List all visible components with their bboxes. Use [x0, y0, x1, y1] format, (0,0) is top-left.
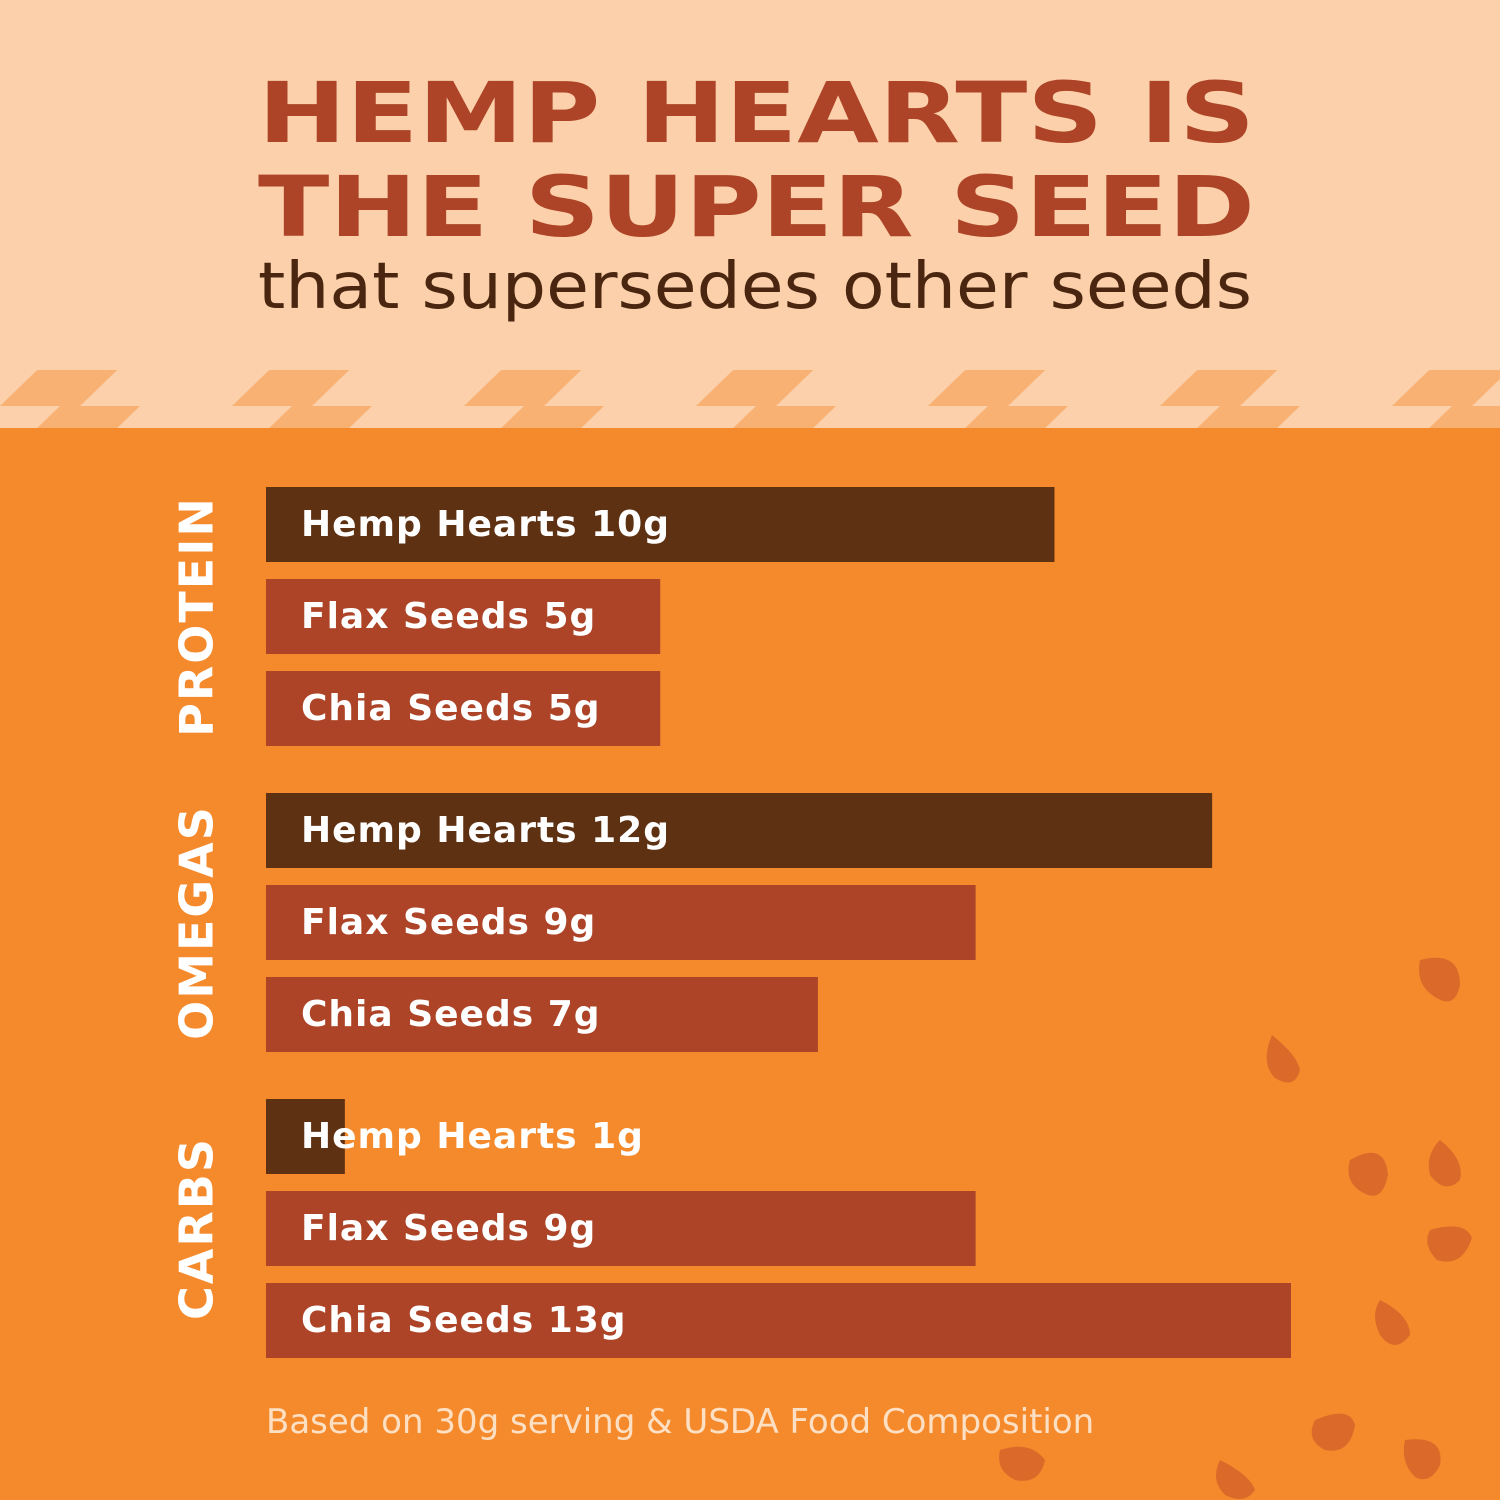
title-line: HEMP HEARTS IS — [258, 64, 1255, 162]
bar — [266, 487, 1055, 562]
bar — [266, 977, 818, 1052]
bar-label: Hemp Hearts 1g — [301, 1116, 644, 1157]
group-label: CARBS — [170, 1137, 224, 1320]
bar-label: Flax Seeds 9g — [301, 1208, 596, 1249]
group-label: PROTEIN — [170, 496, 224, 737]
bar — [266, 1191, 976, 1266]
bar — [266, 1283, 1291, 1358]
subtitle: that supersedes other seeds — [258, 250, 1252, 324]
footnote: Based on 30g serving & USDA Food Composi… — [266, 1402, 1094, 1442]
bar-label: Chia Seeds 13g — [301, 1300, 627, 1341]
title-line: THE SUPER SEED — [258, 158, 1255, 256]
bar — [266, 579, 661, 654]
bar-label: Hemp Hearts 12g — [301, 810, 670, 851]
bar-label: Chia Seeds 7g — [301, 994, 601, 1035]
bar-label: Hemp Hearts 10g — [301, 504, 670, 545]
seed-decor — [999, 957, 1472, 1499]
group-label: OMEGAS — [170, 805, 224, 1040]
bar — [266, 793, 1213, 868]
bar — [266, 1099, 345, 1174]
stripe-band — [0, 370, 1500, 430]
bar-label: Flax Seeds 9g — [301, 902, 596, 943]
bar-label: Chia Seeds 5g — [301, 688, 601, 729]
bar — [266, 885, 976, 960]
bar-label: Flax Seeds 5g — [301, 596, 596, 637]
header-bg — [0, 0, 1500, 430]
bar — [266, 671, 661, 746]
